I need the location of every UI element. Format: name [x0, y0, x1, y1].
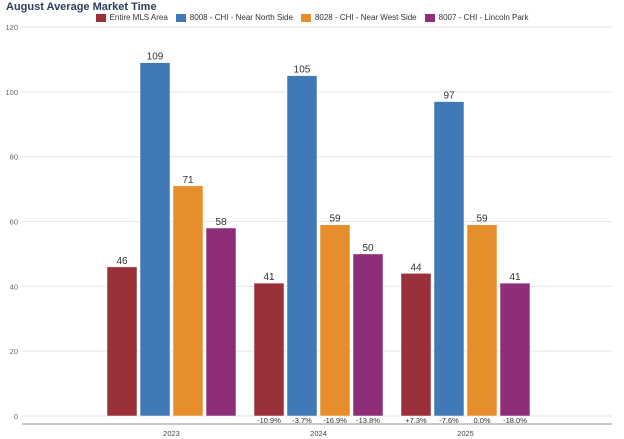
- bar: [352, 253, 384, 417]
- legend-label: 8008 - CHI - Near North Side: [189, 13, 293, 22]
- legend-item-near-north-side[interactable]: 8008 - CHI - Near North Side: [175, 13, 293, 22]
- legend-swatch: [95, 13, 106, 22]
- legend-label: 8007 - CHI - Lincoln Park: [438, 13, 529, 22]
- change-label: -13.8%: [356, 416, 380, 425]
- bar-value-label: 44: [410, 262, 422, 273]
- x-tick-label: 2024: [310, 429, 327, 438]
- y-tick-label: 100: [5, 88, 18, 97]
- change-label: -10.9%: [257, 416, 281, 425]
- bar-value-label: 58: [215, 217, 227, 228]
- bar-value-label: 71: [182, 175, 194, 186]
- change-label: -7.6%: [439, 416, 459, 425]
- y-tick-label: 20: [10, 347, 18, 356]
- legend-label: Entire MLS Area: [109, 13, 168, 22]
- x-tick-label: 2023: [163, 429, 180, 438]
- bar: [106, 266, 138, 417]
- bar: [433, 101, 465, 417]
- bar: [172, 185, 204, 417]
- bar: [319, 224, 351, 417]
- y-tick-label: 60: [10, 218, 18, 227]
- legend-item-entire-mls[interactable]: Entire MLS Area: [95, 13, 168, 22]
- chart-title: August Average Market Time: [6, 1, 157, 13]
- bar: [205, 227, 237, 417]
- bar: [139, 62, 171, 417]
- legend-swatch: [300, 13, 311, 22]
- bar-value-label: 105: [294, 65, 311, 76]
- bar-value-label: 59: [329, 214, 341, 225]
- bar: [400, 273, 432, 417]
- y-tick-label: 80: [10, 153, 18, 162]
- legend: Entire MLS Area 8008 - CHI - Near North …: [0, 13, 624, 22]
- bar-value-label: 41: [263, 272, 275, 283]
- change-label: -16.9%: [323, 416, 347, 425]
- change-label: +7.3%: [405, 416, 427, 425]
- bar-value-label: 59: [476, 214, 488, 225]
- bar-value-label: 46: [116, 256, 128, 267]
- bar: [466, 224, 498, 417]
- legend-item-lincoln-park[interactable]: 8007 - CHI - Lincoln Park: [424, 13, 529, 22]
- bar: [253, 282, 285, 417]
- y-tick-label: 40: [10, 282, 18, 291]
- legend-swatch: [175, 13, 186, 22]
- bar-value-label: 41: [509, 272, 521, 283]
- legend-item-near-west-side[interactable]: 8028 - CHI - Near West Side: [300, 13, 417, 22]
- change-label: -3.7%: [292, 416, 312, 425]
- change-label: 0.0%: [473, 416, 490, 425]
- y-tick-label: 0: [14, 412, 18, 421]
- bar-value-label: 50: [362, 243, 374, 254]
- bar-value-label: 97: [443, 91, 455, 102]
- change-label: -18.0%: [503, 416, 527, 425]
- bar-value-label: 109: [147, 52, 164, 63]
- bar: [499, 282, 531, 417]
- bar: [286, 75, 318, 417]
- y-tick-label: 120: [5, 23, 18, 32]
- legend-label: 8028 - CHI - Near West Side: [314, 13, 417, 22]
- x-tick-label: 2025: [457, 429, 474, 438]
- legend-swatch: [424, 13, 435, 22]
